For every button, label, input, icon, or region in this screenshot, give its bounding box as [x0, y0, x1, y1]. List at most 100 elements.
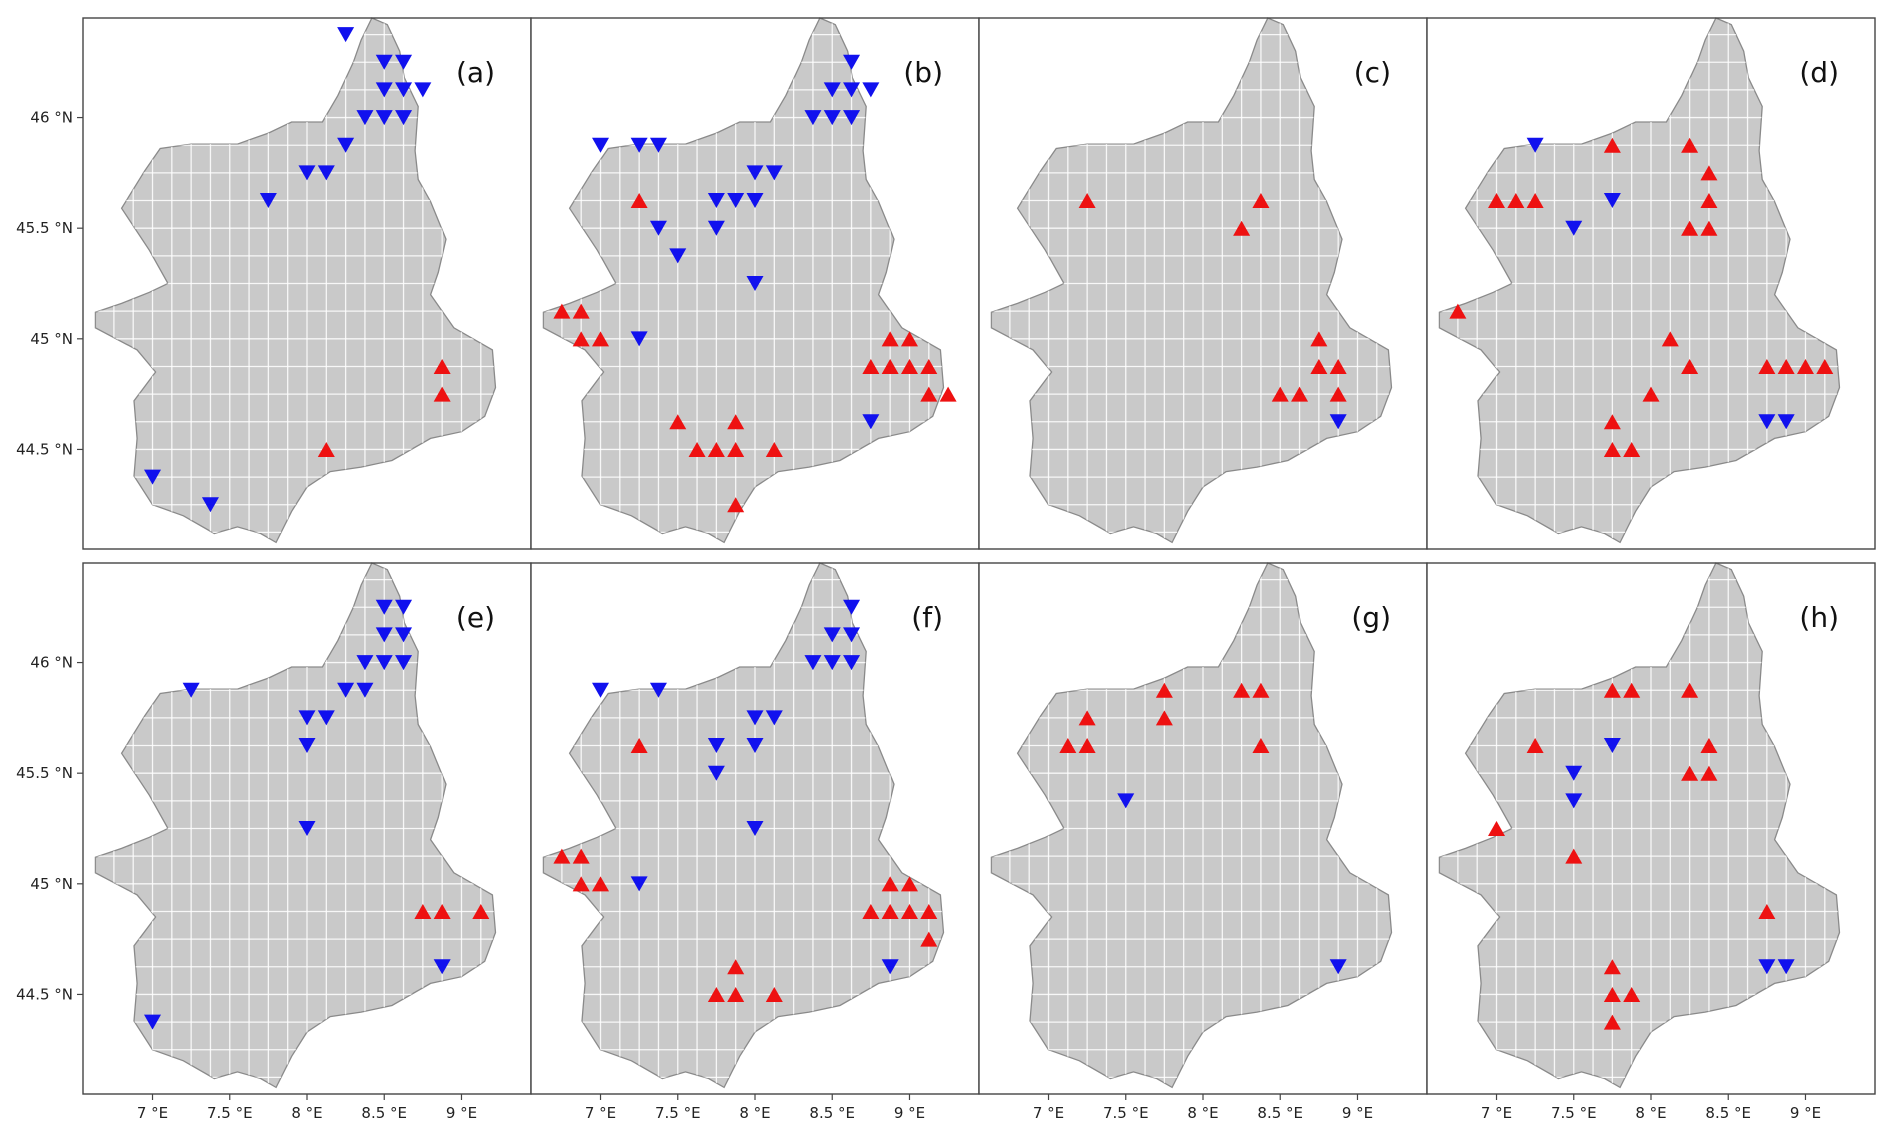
trend-down-triangle [843, 599, 861, 615]
trend-down-triangle [395, 110, 413, 126]
trend-down-triangle [201, 497, 219, 513]
trend-up-triangle [1700, 738, 1718, 754]
trend-down-triangle [649, 137, 667, 153]
trend-up-triangle [1488, 821, 1506, 836]
trend-up-triangle [572, 848, 590, 864]
panel-label: (a) [456, 56, 495, 89]
panel-label: (d) [1799, 56, 1839, 89]
trend-down-triangle [433, 959, 451, 975]
x-tick-label: 9 °E [894, 1104, 925, 1122]
x-tick-label: 8 °E [1635, 1104, 1666, 1122]
trend-down-triangle [881, 959, 899, 975]
trend-up-triangle [939, 386, 957, 402]
trend-up-triangle [1796, 358, 1814, 374]
x-tick-label: 8.5 °E [1257, 1104, 1303, 1122]
trend-down-triangle [144, 469, 162, 485]
trend-up-triangle [1252, 682, 1270, 698]
trend-up-triangle [881, 903, 899, 919]
trend-up-triangle [1642, 386, 1660, 402]
trend-up-triangle [1758, 358, 1776, 374]
trend-down-triangle [298, 821, 316, 836]
trend-down-triangle [862, 82, 880, 98]
x-tick-label: 7.5 °E [655, 1104, 701, 1122]
trend-down-triangle [1758, 414, 1776, 430]
trend-down-triangle [1777, 414, 1795, 430]
x-tick-label: 7 °E [137, 1104, 168, 1122]
trend-down-triangle [823, 627, 841, 643]
map-panel: (d) [1426, 17, 1876, 550]
trend-down-triangle [765, 165, 783, 181]
x-tick-label: 7.5 °E [1103, 1104, 1149, 1122]
trend-up-triangle [707, 441, 725, 457]
trend-down-triangle [395, 599, 413, 615]
trend-down-triangle [649, 220, 667, 236]
y-tick-label: 46 °N [30, 109, 73, 127]
y-tick-label: 45.5 °N [16, 764, 73, 782]
x-tick-label: 7 °E [1481, 1104, 1512, 1122]
panel-label: (b) [903, 56, 943, 89]
y-tick-label: 45.5 °N [16, 219, 73, 237]
map-panel: (b) [530, 17, 980, 550]
trend-up-triangle [1078, 193, 1096, 209]
trend-down-triangle [746, 193, 764, 209]
trend-down-triangle [843, 54, 861, 70]
trend-down-triangle [823, 82, 841, 98]
trend-up-triangle [1603, 441, 1621, 457]
trend-down-triangle [707, 765, 725, 781]
trend-up-triangle [881, 876, 899, 892]
region-terrain [94, 562, 497, 1089]
trend-down-triangle [182, 682, 200, 698]
trend-down-triangle [298, 738, 316, 754]
map-panel: (a) 44.5 °N 45 °N 45.5 °N 46 °N [16, 17, 532, 550]
panel-label: (e) [456, 601, 495, 634]
trend-down-triangle [746, 710, 764, 726]
trend-up-triangle [1603, 1014, 1621, 1030]
trend-up-triangle [727, 414, 745, 430]
panel-label: (h) [1799, 601, 1839, 634]
map-panel: (h) 7 °E 7.5 °E 8 °E 8.5 °E 9 °E [1426, 562, 1876, 1122]
trend-up-triangle [1603, 414, 1621, 430]
trend-up-triangle [1777, 358, 1795, 374]
trend-up-triangle [727, 441, 745, 457]
trend-down-triangle [356, 655, 374, 671]
trend-up-triangle [1233, 220, 1251, 236]
trend-down-triangle [298, 165, 316, 181]
y-tick-label: 44.5 °N [16, 985, 73, 1003]
trend-down-triangle [843, 110, 861, 126]
trend-up-triangle [920, 386, 938, 402]
trend-up-triangle [1155, 710, 1173, 726]
trend-up-triangle [1681, 682, 1699, 698]
x-tick-label: 8.5 °E [361, 1104, 407, 1122]
panel-label: (f) [911, 601, 943, 634]
trend-down-triangle [707, 220, 725, 236]
trend-down-triangle [592, 682, 610, 698]
trend-up-triangle [1623, 682, 1641, 698]
trend-up-triangle [433, 358, 451, 374]
trend-down-triangle [862, 414, 880, 430]
trend-down-triangle [1565, 765, 1583, 781]
trend-up-triangle [1252, 738, 1270, 754]
trend-down-triangle [1117, 793, 1135, 809]
trend-up-triangle [765, 986, 783, 1002]
trend-down-triangle [1565, 220, 1583, 236]
trend-down-triangle [337, 27, 355, 43]
trend-down-triangle [1329, 959, 1347, 975]
trend-up-triangle [1603, 137, 1621, 153]
x-tick-label: 8.5 °E [809, 1104, 855, 1122]
trend-down-triangle [395, 655, 413, 671]
trend-down-triangle [375, 627, 393, 643]
trend-up-triangle [1681, 765, 1699, 781]
x-tick-label: 9 °E [446, 1104, 477, 1122]
trend-up-triangle [1155, 682, 1173, 698]
x-tick-label: 7.5 °E [207, 1104, 253, 1122]
trend-up-triangle [920, 931, 938, 947]
x-tick-label: 7.5 °E [1551, 1104, 1597, 1122]
trend-down-triangle [1565, 793, 1583, 809]
x-tick-label: 8.5 °E [1705, 1104, 1751, 1122]
trend-up-triangle [1488, 193, 1506, 209]
trend-up-triangle [1329, 386, 1347, 402]
x-tick-label: 7 °E [1033, 1104, 1064, 1122]
trend-down-triangle [375, 82, 393, 98]
trend-down-triangle [707, 193, 725, 209]
